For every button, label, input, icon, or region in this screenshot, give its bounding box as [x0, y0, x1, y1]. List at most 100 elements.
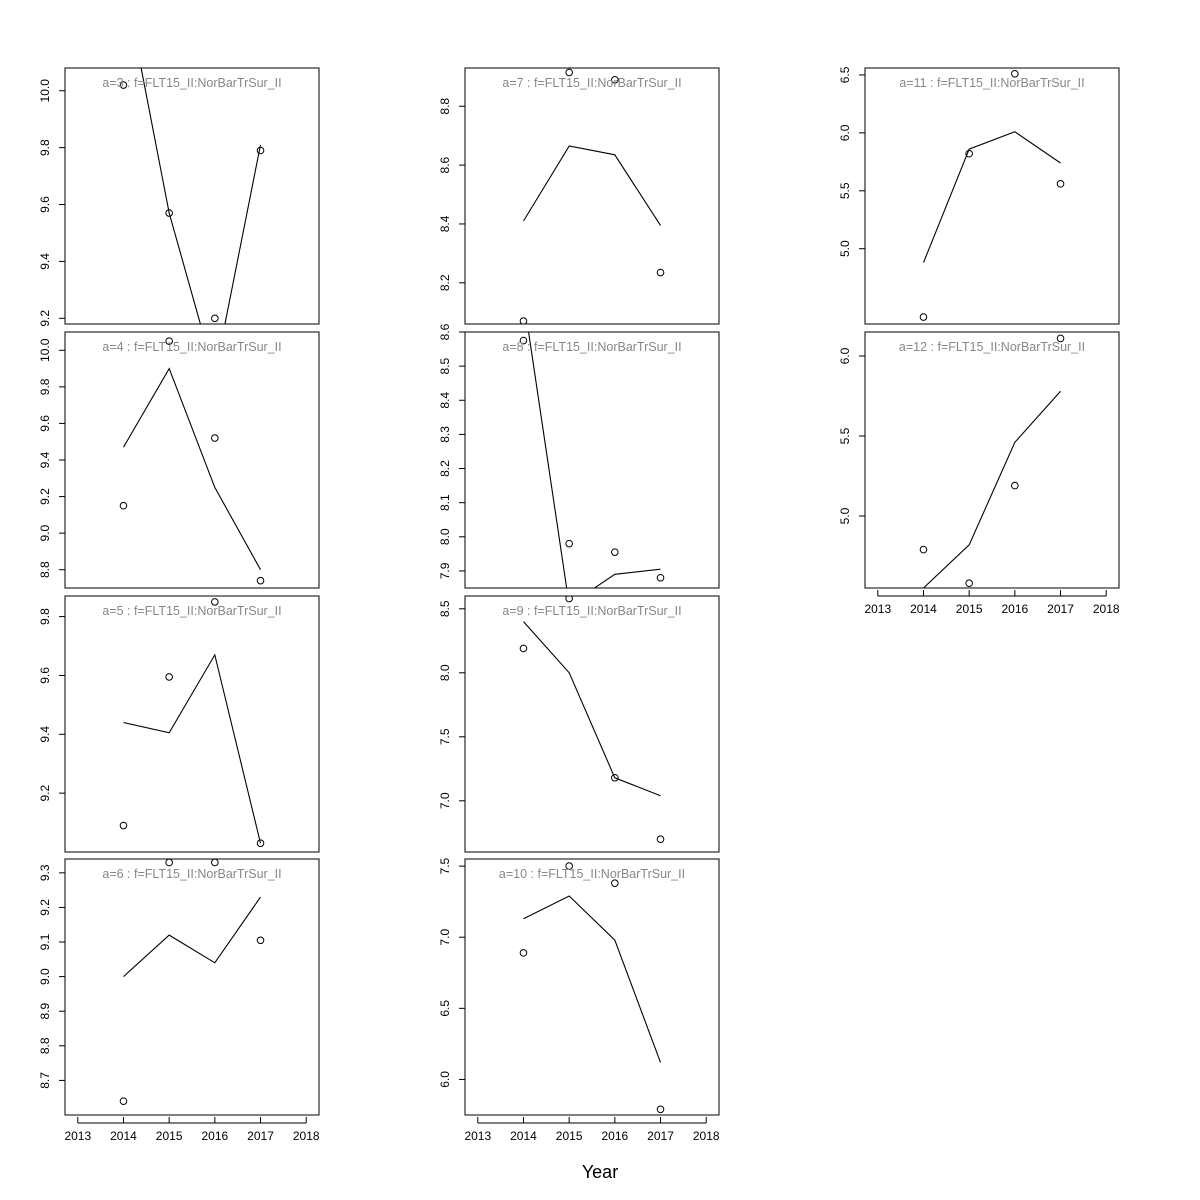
- x-tick-label: 2015: [156, 1129, 183, 1143]
- y-tick-label: 9.2: [38, 310, 52, 327]
- x-tick-label: 2017: [647, 1129, 674, 1143]
- data-point: [1056, 180, 1065, 188]
- data-point: [519, 949, 528, 957]
- data-point: [919, 545, 928, 554]
- series-line: [123, 896, 261, 978]
- y-tick-label: 8.4: [438, 392, 452, 409]
- y-tick-label: 6.0: [838, 347, 852, 364]
- panel-label: a=5 : f=FLT15_II:NorBarTrSur_II: [102, 604, 281, 618]
- data-point: [656, 573, 665, 582]
- data-point: [165, 337, 173, 345]
- y-tick-label: 7.0: [438, 792, 452, 809]
- data-point: [165, 673, 173, 681]
- y-tick-label: 8.8: [38, 561, 52, 578]
- data-point: [611, 75, 619, 84]
- x-tick-label: 2013: [64, 1129, 91, 1143]
- y-tick-label: 7.0: [438, 929, 452, 946]
- panel-label: a=10 : f=FLT15_II:NorBarTrSur_II: [499, 867, 685, 881]
- y-tick-label: 7.9: [438, 562, 452, 579]
- y-tick-label: 8.9: [38, 1003, 52, 1020]
- y-tick-label: 10.0: [38, 338, 52, 362]
- y-tick-label: 8.7: [38, 1072, 52, 1089]
- y-tick-label: 9.1: [38, 933, 52, 950]
- x-tick-label: 2016: [1001, 602, 1028, 616]
- data-point: [656, 835, 665, 844]
- data-point: [656, 268, 665, 277]
- y-tick-label: 5.0: [838, 240, 852, 257]
- x-tick-label: 2017: [247, 1129, 274, 1143]
- data-point: [165, 209, 173, 217]
- data-point: [119, 1097, 128, 1105]
- y-tick-label: 9.2: [38, 784, 52, 801]
- panel-a11: 5.0 5.5 6.0 6.5 a=11 : f=FLT15_II:NorBarTrSu…: [838, 66, 1120, 325]
- series-line: [528, 332, 661, 588]
- series-line: [123, 367, 261, 570]
- y-tick-label: 8.8: [438, 98, 452, 115]
- data-point: [611, 548, 619, 556]
- y-tick-label: 9.0: [38, 968, 52, 985]
- data-point: [211, 434, 219, 442]
- panel-label: a=7 : f=FLT15_II:NorBarTrSur_II: [502, 76, 681, 90]
- data-point: [656, 1105, 665, 1114]
- x-tick-label: 2016: [601, 1129, 628, 1143]
- data-point: [565, 539, 573, 548]
- plot-frame: [464, 595, 720, 853]
- y-tick-label: 8.6: [438, 323, 452, 340]
- y-tick-label: 8.2: [438, 274, 452, 291]
- x-tick-label: 2017: [1047, 602, 1074, 616]
- x-tick-label: 2014: [110, 1129, 137, 1143]
- panel-a5: 9.2 9.4 9.6 9.8 a=5 : f=FLT15_II:NorBarTrSur…: [38, 595, 320, 853]
- x-tick-label: 2014: [910, 602, 937, 616]
- data-point: [256, 576, 265, 585]
- panel-label: a=11 : f=FLT15_II:NorBarTrSur_II: [899, 76, 1084, 90]
- y-tick-label: 5.5: [838, 182, 852, 199]
- y-tick-label: 6.5: [438, 1000, 452, 1017]
- y-tick-label: 9.0: [38, 524, 52, 541]
- y-tick-label: 9.3: [38, 864, 52, 881]
- plot-frame: [464, 858, 720, 1116]
- y-tick-label: 7.5: [438, 857, 452, 874]
- x-tick-label: 2016: [201, 1129, 228, 1143]
- data-point: [256, 146, 265, 155]
- plot-frame: [64, 331, 320, 589]
- y-tick-label: 8.0: [438, 664, 452, 681]
- x-tick-label: 2015: [956, 602, 983, 616]
- panel-a7: 8.2 8.4 8.6 8.8 a=7 : f=FLT15_II:NorBarTrSur…: [438, 67, 720, 325]
- data-point: [1011, 481, 1019, 490]
- y-tick-label: 7.5: [438, 728, 452, 745]
- data-point: [965, 149, 973, 158]
- y-tick-label: 6.0: [438, 1071, 452, 1088]
- x-tick-label: 2013: [864, 602, 891, 616]
- y-tick-label: 8.8: [38, 1037, 52, 1054]
- y-tick-label: 6.5: [838, 66, 852, 83]
- data-point: [611, 773, 619, 782]
- panel-a12: 5.0 5.5 6.0 2013 2014 2015 2016 2017 2018 a=12 : …: [838, 331, 1120, 616]
- series-line: [922, 131, 1061, 263]
- series-line: [523, 621, 661, 797]
- panel-a3: 9.2 9.4 9.6 9.8 10.0 a=3 : f=FLT15_II:NorBarT…: [38, 67, 320, 327]
- data-point: [919, 313, 928, 321]
- y-tick-label: 9.2: [38, 488, 52, 505]
- series-line: [523, 145, 661, 226]
- panels-layer: 9.2 9.4 9.6 9.8 10.0 a=3 : f=FLT15_II:NorBarT…: [38, 66, 1120, 1143]
- data-point: [256, 839, 265, 847]
- y-tick-label: 9.4: [38, 726, 52, 743]
- series-line: [140, 68, 262, 324]
- y-tick-label: 6.0: [838, 124, 852, 141]
- y-tick-label: 9.8: [38, 139, 52, 156]
- y-tick-label: 9.4: [38, 253, 52, 270]
- y-tick-label: 8.1: [438, 494, 452, 511]
- series-line: [923, 390, 1061, 588]
- x-axis-title: Year: [582, 1162, 618, 1182]
- x-tick-label: 2018: [293, 1129, 320, 1143]
- plot-frame: [464, 331, 720, 589]
- panel-label: a=12 : f=FLT15_II:NorBarTrSur_II: [899, 340, 1085, 354]
- x-tick-label: 2018: [693, 1129, 720, 1143]
- data-point: [519, 644, 528, 653]
- y-tick-label: 8.0: [438, 528, 452, 545]
- data-point: [565, 596, 573, 603]
- data-point: [519, 336, 528, 345]
- y-tick-label: 10.0: [38, 79, 52, 103]
- plot-frame: [64, 595, 320, 853]
- data-point: [519, 317, 528, 324]
